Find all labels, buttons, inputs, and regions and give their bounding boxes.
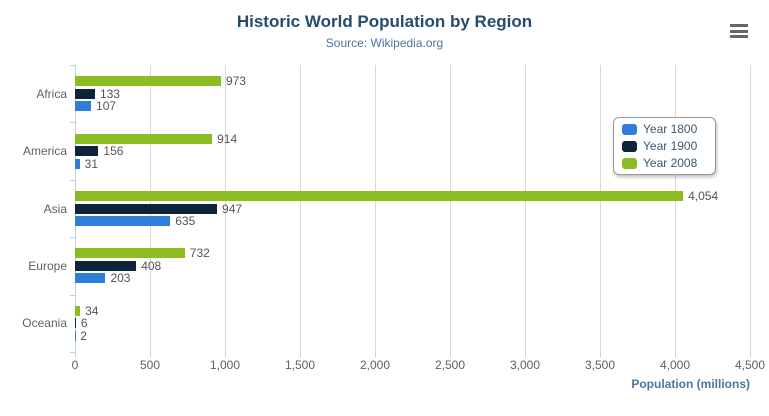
bar-value-label: 947 xyxy=(222,201,243,216)
x-tick-label: 2,000 xyxy=(359,358,391,372)
bar-year-2008[interactable] xyxy=(75,305,81,316)
bar-year-1900[interactable] xyxy=(75,318,76,329)
x-tick-label: 3,000 xyxy=(509,358,541,372)
gridline xyxy=(600,65,601,352)
gridline xyxy=(750,65,751,352)
x-axis-tick xyxy=(375,352,376,357)
x-tick-label: 4,000 xyxy=(659,358,691,372)
bar-year-1900[interactable] xyxy=(75,88,95,99)
category-label: Asia xyxy=(43,201,67,216)
gridline xyxy=(225,65,226,352)
menu-bar xyxy=(730,24,748,27)
menu-bar xyxy=(730,35,748,38)
legend-label: Year 1900 xyxy=(643,139,698,153)
bar-value-label: 635 xyxy=(175,214,196,228)
x-axis-title: Population (millions) xyxy=(631,377,750,391)
bar-year-1800[interactable] xyxy=(75,101,92,112)
y-axis-tick xyxy=(70,352,75,353)
legend-item-year-1800[interactable]: Year 1800 xyxy=(622,122,707,136)
legend-item-year-1900[interactable]: Year 1900 xyxy=(622,139,707,153)
bar-year-1800[interactable] xyxy=(75,216,171,226)
x-axis-tick xyxy=(600,352,601,357)
x-tick-label: 500 xyxy=(139,358,161,372)
bar-year-2008[interactable] xyxy=(75,133,213,144)
bar-value-label: 31 xyxy=(84,156,98,171)
bar-year-2008[interactable] xyxy=(75,191,684,201)
legend-label: Year 2008 xyxy=(643,156,698,170)
x-axis-tick xyxy=(225,352,226,357)
legend-label: Year 1800 xyxy=(643,122,698,136)
hamburger-menu-icon[interactable] xyxy=(730,24,748,38)
y-axis-tick xyxy=(70,294,75,296)
gridline xyxy=(375,65,376,352)
x-tick-label: 4,500 xyxy=(734,358,766,372)
gridline xyxy=(450,65,451,352)
bar-year-1900[interactable] xyxy=(75,260,137,271)
legend-marker-year-1800 xyxy=(622,123,637,135)
bar-value-label: 2 xyxy=(80,328,87,343)
bar-value-label: 133 xyxy=(99,86,120,101)
bar-value-label: 203 xyxy=(110,271,131,286)
gridline xyxy=(675,65,676,352)
category-label: Africa xyxy=(36,86,67,101)
y-axis-tick xyxy=(70,65,75,66)
bar-value-label: 107 xyxy=(96,99,117,114)
x-axis-tick xyxy=(750,352,751,357)
y-axis-tick xyxy=(70,179,75,181)
y-axis-tick xyxy=(70,237,75,239)
bar-value-label: 6 xyxy=(80,316,88,331)
legend-box: Year 1800 Year 1900 Year 2008 xyxy=(613,117,716,175)
x-axis-tick xyxy=(525,352,526,357)
category-label: Oceania xyxy=(22,316,67,331)
x-tick-label: 2,500 xyxy=(434,358,466,372)
bar-year-1900[interactable] xyxy=(75,146,99,157)
bar-value-label: 732 xyxy=(189,246,210,261)
x-axis-tick xyxy=(675,352,676,357)
gridline xyxy=(525,65,526,352)
bar-value-label: 914 xyxy=(217,131,238,146)
bar-year-1800[interactable] xyxy=(75,273,106,284)
chart-subtitle: Source: Wikipedia.org xyxy=(325,36,444,50)
bar-year-2008[interactable] xyxy=(75,248,185,259)
bar-year-1800[interactable] xyxy=(75,158,80,169)
x-tick-label: 0 xyxy=(71,358,79,372)
x-axis-tick xyxy=(300,352,301,357)
x-tick-label: 1,000 xyxy=(209,358,241,372)
legend-marker-year-2008 xyxy=(622,157,637,169)
x-axis-tick xyxy=(150,352,151,357)
menu-bar xyxy=(730,29,748,33)
x-tick-label: 1,500 xyxy=(284,358,316,372)
bar-value-label: 34 xyxy=(85,303,99,318)
bar-value-label: 156 xyxy=(103,144,124,159)
bar-year-1900[interactable] xyxy=(75,203,218,214)
y-axis-tick xyxy=(70,122,75,124)
x-tick-label: 3,500 xyxy=(584,358,616,372)
category-label: Europe xyxy=(28,258,67,273)
category-label: America xyxy=(22,144,67,159)
legend-marker-year-1900 xyxy=(622,140,637,152)
bar-value-label: 408 xyxy=(141,258,162,273)
gridline xyxy=(300,65,301,352)
bar-value-label: 4,054 xyxy=(688,189,719,203)
bar-value-label: 973 xyxy=(225,74,246,89)
chart-title: Historic World Population by Region xyxy=(236,12,533,31)
bar-year-2008[interactable] xyxy=(75,76,221,87)
x-axis-tick xyxy=(450,352,451,357)
legend-item-year-2008[interactable]: Year 2008 xyxy=(622,156,707,170)
